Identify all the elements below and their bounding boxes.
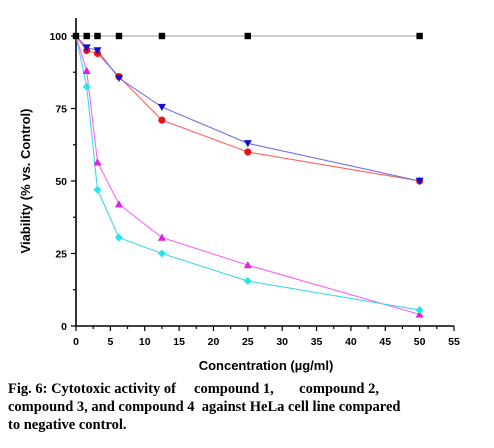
x-tick-label: 35 [311,336,323,348]
y-tick-label: 50 [55,176,67,188]
x-tick-label: 40 [345,336,357,348]
x-tick-label: 0 [73,336,79,348]
series-lines [75,35,420,315]
data-point-compound-3 [114,200,123,208]
data-point-compound-2 [243,140,252,148]
data-point-compound-4 [415,306,424,315]
x-tick-label: 5 [107,336,113,348]
x-tick-label: 30 [276,336,288,348]
caption-line-3: to negative control. [8,417,127,433]
data-point-control [72,32,80,40]
caption-line-2: compound 3, and compound 4 against HeLa … [8,399,401,415]
y-tick-label: 100 [49,31,67,43]
viability-chart: 0 5 10 15 20 25 30 35 40 45 50 55 0 25 50 75 100 Concen… [18,18,460,373]
data-point-compound-2 [93,47,102,55]
data-point-compound-4 [82,82,91,91]
data-point-control [416,32,423,40]
data-point-compound-4 [114,233,123,242]
x-axis-ticks: 0 5 10 15 20 25 30 35 40 45 50 55 [73,326,460,348]
data-point-compound-3 [82,66,91,74]
x-tick-label: 10 [139,336,151,348]
x-tick-label: 50 [414,336,426,348]
data-point-control [83,32,90,40]
data-point-compound-3 [157,233,166,241]
data-point-control [115,32,123,40]
data-point-compound-3 [243,261,252,269]
figure-caption: Fig. 6: Cytotoxic activity of compound 1… [8,380,492,434]
series-line-compound-3 [75,35,420,315]
caption-line-1: Fig. 6: Cytotoxic activity of compound 1… [8,381,379,397]
data-point-compound-1 [158,116,166,124]
data-point-control [94,32,101,40]
y-axis-ticks: 0 25 50 75 100 [49,31,76,333]
data-point-compound-2 [157,103,166,112]
series-line-compound-2 [75,35,420,182]
data-point-compound-1 [244,148,252,156]
data-point-compound-2 [82,44,91,52]
x-axis-label: Concentration (µg/ml) [199,358,334,373]
series-line-compound-1 [75,35,420,182]
chart-axes [75,18,454,327]
y-tick-label: 25 [55,249,67,261]
x-tick-label: 15 [173,336,185,348]
data-point-compound-4 [157,249,166,258]
x-tick-label: 45 [379,336,391,348]
data-point-compound-4 [93,185,102,194]
series-markers [72,32,424,318]
series-line-compound-4 [75,35,420,311]
data-point-compound-4 [243,277,252,286]
data-point-control [158,32,166,40]
y-axis-label: Viability (% vs. Control) [18,109,33,254]
y-tick-label: 75 [55,104,67,116]
data-point-compound-3 [93,158,102,166]
data-point-control [244,32,252,40]
x-tick-label: 20 [208,336,220,348]
x-tick-label: 55 [448,336,460,348]
x-tick-label: 25 [242,336,254,348]
data-point-compound-2 [114,74,123,83]
data-point-compound-2 [415,177,424,185]
y-tick-label: 0 [61,321,67,333]
